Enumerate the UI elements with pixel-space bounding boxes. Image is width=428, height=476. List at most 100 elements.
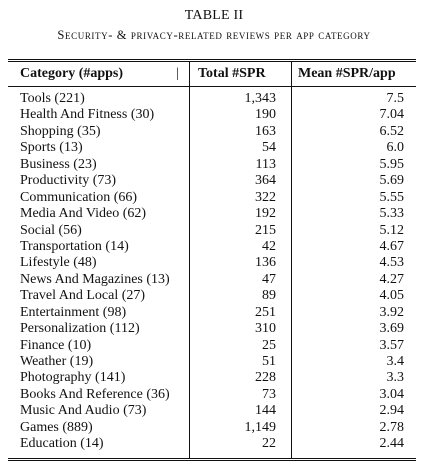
cell-total-spr: 251 [255,304,276,320]
cell-mean-spr: 4.27 [379,271,405,287]
cell-category: Business (23) [20,156,97,172]
cell-mean-spr: 3.69 [379,321,405,337]
cell-mean-spr: 6.52 [379,123,405,139]
cell-total-spr: 42 [262,238,276,254]
table-row: Shopping (35) 163 6.52 [0,124,428,140]
cell-category: Transportation (14) [20,238,129,254]
cell-total-spr: 54 [262,140,276,156]
cell-category: News And Magazines (13) [20,271,170,287]
cell-total-spr: 190 [255,107,276,123]
table-row: Lifestyle (48) 136 4.53 [0,255,428,271]
cell-mean-spr: 2.44 [379,436,405,452]
cell-mean-spr: 5.12 [379,222,405,238]
table-body: Tools (221) 1,343 7.5 Health And Fitness (3… [0,91,428,453]
header-total-spr: Total #SPR [198,66,266,81]
table-row: Education (14) 22 2.44 [0,436,428,452]
cell-category: Entertainment (98) [20,304,127,320]
top-rule-double [8,61,416,62]
cell-category: Weather (19) [20,354,94,369]
table-row: Health And Fitness (30) 190 7.04 [0,107,428,123]
table-row: Books And Reference (36) 73 3.04 [0,387,428,403]
cell-category: Sports (13) [20,140,83,156]
cell-mean-spr: 7.5 [386,91,405,106]
table-number: TABLE II [184,8,244,23]
table-row: Tools (221) 1,343 7.5 [0,91,428,107]
table-caption: Security- & privacy-related reviews per … [57,28,371,42]
cell-mean-spr: 3.92 [379,304,405,320]
cell-total-spr: 1,343 [244,91,277,106]
cell-category: Media And Video (62) [20,206,147,222]
cell-category: Education (14) [20,436,104,452]
cell-category: Travel And Local (27) [20,288,146,304]
cell-mean-spr: 2.94 [379,403,405,419]
table-row: Games (889) 1,149 2.78 [0,420,428,436]
cell-category: Games (889) [20,419,93,435]
cell-mean-spr: 3.4 [386,354,405,369]
cell-total-spr: 163 [255,123,276,139]
header-separator: | [176,66,179,81]
table-row: Travel And Local (27) 89 4.05 [0,288,428,304]
cell-mean-spr: 4.67 [379,238,405,254]
cell-total-spr: 322 [255,189,276,205]
cell-mean-spr: 3.04 [379,386,405,402]
table-row: Sports (13) 54 6.0 [0,140,428,156]
cell-category: Communication (66) [20,189,138,205]
cell-category: Photography (141) [20,370,126,386]
table-row: Business (23) 113 5.95 [0,157,428,173]
table-row: Personalization (112) 310 3.69 [0,321,428,337]
cell-category: Tools (221) [20,91,85,106]
cell-category: Health And Fitness (30) [20,107,155,123]
cell-total-spr: 192 [255,206,276,222]
table-row: Communication (66) 322 5.55 [0,190,428,206]
cell-total-spr: 310 [255,321,276,337]
table-row: Social (56) 215 5.12 [0,223,428,239]
cell-total-spr: 228 [255,370,276,386]
table-row: News And Magazines (13) 47 4.27 [0,272,428,288]
top-rule [8,59,416,60]
cell-mean-spr: 6.0 [386,140,405,156]
cell-mean-spr: 3.3 [386,370,405,386]
cell-mean-spr: 4.05 [379,288,405,304]
cell-category: Shopping (35) [20,123,101,139]
table-row: Productivity (73) 364 5.69 [0,173,428,189]
table-row: Photography (141) 228 3.3 [0,370,428,386]
cell-total-spr: 1,149 [244,419,277,435]
cell-mean-spr: 5.55 [379,189,405,205]
cell-total-spr: 215 [255,222,276,238]
cell-total-spr: 47 [262,271,276,287]
cell-mean-spr: 7.04 [379,107,405,123]
table-row: Music And Audio (73) 144 2.94 [0,403,428,419]
table-row: Entertainment (98) 251 3.92 [0,305,428,321]
column-divider-1 [189,62,190,458]
bottom-rule [8,458,416,459]
header-mean-spr: Mean #SPR/app [298,66,396,81]
cell-mean-spr: 4.53 [379,255,405,271]
cell-total-spr: 22 [262,436,276,452]
cell-category: Lifestyle (48) [20,255,97,271]
cell-total-spr: 113 [255,156,276,172]
cell-mean-spr: 5.95 [379,156,405,172]
cell-mean-spr: 5.69 [379,173,405,189]
cell-total-spr: 136 [255,255,276,271]
cell-category: Music And Audio (73) [20,403,147,419]
cell-total-spr: 51 [262,354,276,369]
cell-total-spr: 144 [255,403,276,419]
table-row: Finance (10) 25 3.57 [0,338,428,354]
cell-category: Social (56) [20,222,82,238]
cell-mean-spr: 3.57 [379,337,405,353]
cell-category: Books And Reference (36) [20,386,170,402]
table-row: Transportation (14) 42 4.67 [0,239,428,255]
cell-total-spr: 73 [262,386,276,402]
table-row: Media And Video (62) 192 5.33 [0,206,428,222]
column-divider-2 [291,62,292,458]
bottom-rule-double [8,460,416,461]
cell-category: Personalization (112) [20,321,140,337]
cell-mean-spr: 2.78 [379,419,405,435]
cell-category: Finance (10) [20,337,92,353]
cell-total-spr: 25 [262,337,276,353]
cell-category: Productivity (73) [20,173,117,189]
cell-mean-spr: 5.33 [379,206,405,222]
header-rule [8,86,416,87]
cell-total-spr: 89 [262,288,276,304]
